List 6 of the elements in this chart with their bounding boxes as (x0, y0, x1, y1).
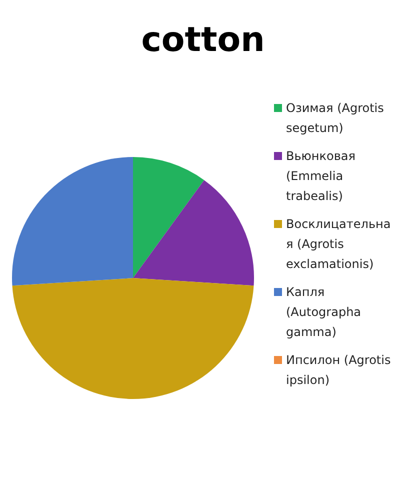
legend-label: Капля (Autographa gamma) (286, 284, 362, 341)
legend-label: Озимая (Agrotis segetum) (286, 100, 385, 137)
legend-label: Ипсилон (Agrotis ipsilon) (286, 352, 392, 389)
chart-title: cotton (140, 20, 266, 60)
legend-label: Восклицательная (Agrotis exclamationis) (286, 216, 392, 273)
legend-label: Вьюнковая (Emmelia trabealis) (286, 148, 356, 205)
